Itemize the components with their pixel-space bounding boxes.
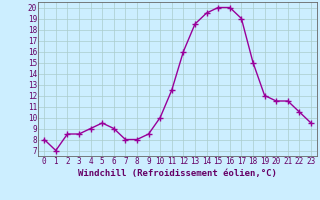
X-axis label: Windchill (Refroidissement éolien,°C): Windchill (Refroidissement éolien,°C) (78, 169, 277, 178)
